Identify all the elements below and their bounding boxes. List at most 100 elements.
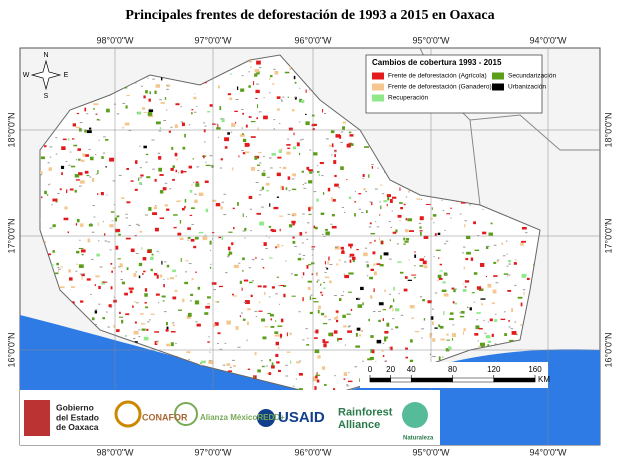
patch [245,216,248,218]
patch [506,253,508,255]
patch [242,257,245,261]
logo-strip [20,390,440,445]
patch [523,291,525,296]
patch [98,119,101,121]
patch [126,94,130,97]
patch [384,338,387,342]
patch [278,303,280,305]
patch [258,194,262,196]
patch [395,308,400,312]
patch [435,249,441,251]
patch [196,106,198,108]
patch [378,302,384,306]
patch [322,339,326,344]
patch [169,188,172,190]
patch [138,275,141,279]
patch [277,108,280,111]
patch [343,273,345,275]
patch [474,249,480,252]
patch [323,113,327,115]
patch [288,224,293,228]
patch [276,361,280,364]
patch [459,312,463,314]
patch [477,340,479,342]
patch [292,146,297,150]
scale-segment [411,377,453,383]
patch [165,321,168,326]
patch [154,272,158,276]
scale-label: 0 [368,365,373,374]
patch [112,267,117,269]
patch [106,194,108,196]
patch [208,336,210,338]
patch [219,167,222,169]
patch [170,331,176,333]
patch [452,301,455,304]
patch [250,66,252,68]
patch [147,112,152,116]
patch [191,112,193,115]
patch [220,206,223,210]
patch [244,237,246,239]
patch [104,240,108,242]
patch [189,214,193,216]
patch [425,203,431,205]
patch [95,323,97,325]
patch [138,182,142,185]
patch [484,332,487,334]
patch [224,370,226,372]
patch [414,330,420,333]
patch [374,361,377,363]
patch [94,284,96,287]
patch [291,109,295,112]
patch [147,321,150,323]
patch [513,262,517,265]
patch [159,174,164,176]
patch [149,91,152,95]
patch [247,143,250,146]
patch [235,99,239,101]
patch [485,246,489,249]
patch [323,287,326,290]
patch [130,248,135,253]
patch [158,302,160,304]
patch [120,197,125,199]
patch [173,226,177,229]
patch [190,238,195,242]
patch [69,188,74,191]
patch [155,121,161,125]
patch [143,270,146,273]
patch [269,75,273,78]
patch [267,312,271,314]
patch [48,184,50,186]
patch [493,244,497,246]
patch [155,205,157,207]
patch [487,321,489,323]
patch [103,136,106,138]
patch [146,176,151,179]
patch [57,192,60,194]
patch [166,343,170,347]
patch [381,240,384,245]
patch [349,253,355,257]
patch [365,210,368,213]
patch [277,325,283,327]
patch [368,174,370,178]
patch [194,300,200,305]
patch [404,240,409,243]
patch [226,363,231,366]
patch [496,259,499,263]
patch [525,232,528,234]
patch [481,303,483,306]
patch [349,134,354,137]
patch [201,360,206,364]
patch [384,289,386,293]
patch [439,270,444,272]
patch [118,316,124,318]
patch [280,185,283,190]
patch [241,150,244,152]
patch [321,294,324,296]
patch [84,170,89,174]
patch [314,331,318,333]
